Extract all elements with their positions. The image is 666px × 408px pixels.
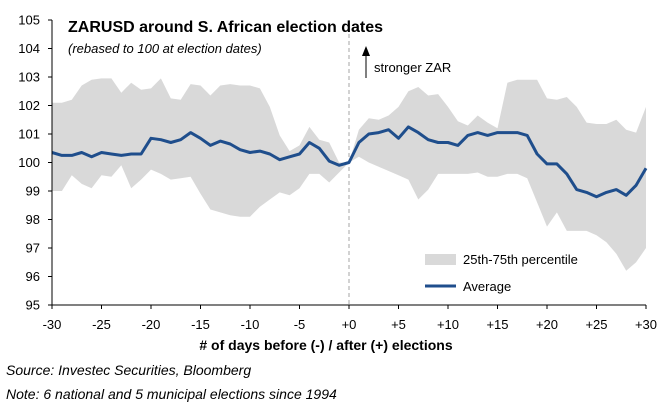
y-tick-label: 97 (26, 241, 40, 256)
y-tick-label: 98 (26, 212, 40, 227)
band-layer (52, 78, 646, 271)
x-tick-label: +25 (585, 317, 607, 332)
y-tick-label: 101 (18, 127, 40, 142)
percentile-band (52, 78, 646, 271)
legend: 25th-75th percentile Average (425, 252, 578, 294)
x-tick-label: -5 (294, 317, 306, 332)
x-tick-label: +0 (342, 317, 357, 332)
x-tick-label: -25 (92, 317, 111, 332)
y-tick-label: 104 (18, 41, 40, 56)
legend-average-label: Average (463, 279, 511, 294)
y-tick-label: 100 (18, 155, 40, 170)
line-layer (51, 125, 648, 199)
x-tick-label: -10 (241, 317, 260, 332)
label-layer: 95 96 97 98 99 100 101 102 103 104 105 -30 -25 -20 -15… (18, 13, 657, 333)
x-tick-label: +15 (486, 317, 508, 332)
y-tick-label: 99 (26, 184, 40, 199)
x-tick-label: +20 (536, 317, 558, 332)
average-series-line (51, 125, 648, 199)
y-tick-label: 102 (18, 98, 40, 113)
up-arrow-icon (362, 46, 370, 78)
source-note: Source: Investec Securities, Bloomberg (6, 362, 252, 378)
chart-title: ZARUSD around S. African election dates (68, 19, 383, 36)
y-tick-label: 96 (26, 269, 40, 284)
legend-band-label: 25th-75th percentile (463, 252, 578, 267)
chart-subtitle: (rebased to 100 at election dates) (68, 41, 262, 56)
y-tick-label: 103 (18, 70, 40, 85)
x-tick-label: +30 (635, 317, 657, 332)
x-tick-label: -20 (142, 317, 161, 332)
axis-layer (48, 19, 647, 309)
x-axis-label: # of days before (-) / after (+) electio… (199, 337, 452, 353)
footnote: Note: 6 national and 5 municipal electio… (6, 386, 337, 402)
y-tick-label: 95 (26, 298, 40, 313)
x-tick-label: +5 (391, 317, 406, 332)
y-tick-label: 105 (18, 13, 40, 28)
legend-band-swatch (425, 254, 456, 265)
x-tick-label: -15 (191, 317, 210, 332)
x-tick-label: -30 (43, 317, 62, 332)
annotation-stronger-zar: stronger ZAR (374, 60, 451, 75)
x-tick-label: +10 (437, 317, 459, 332)
